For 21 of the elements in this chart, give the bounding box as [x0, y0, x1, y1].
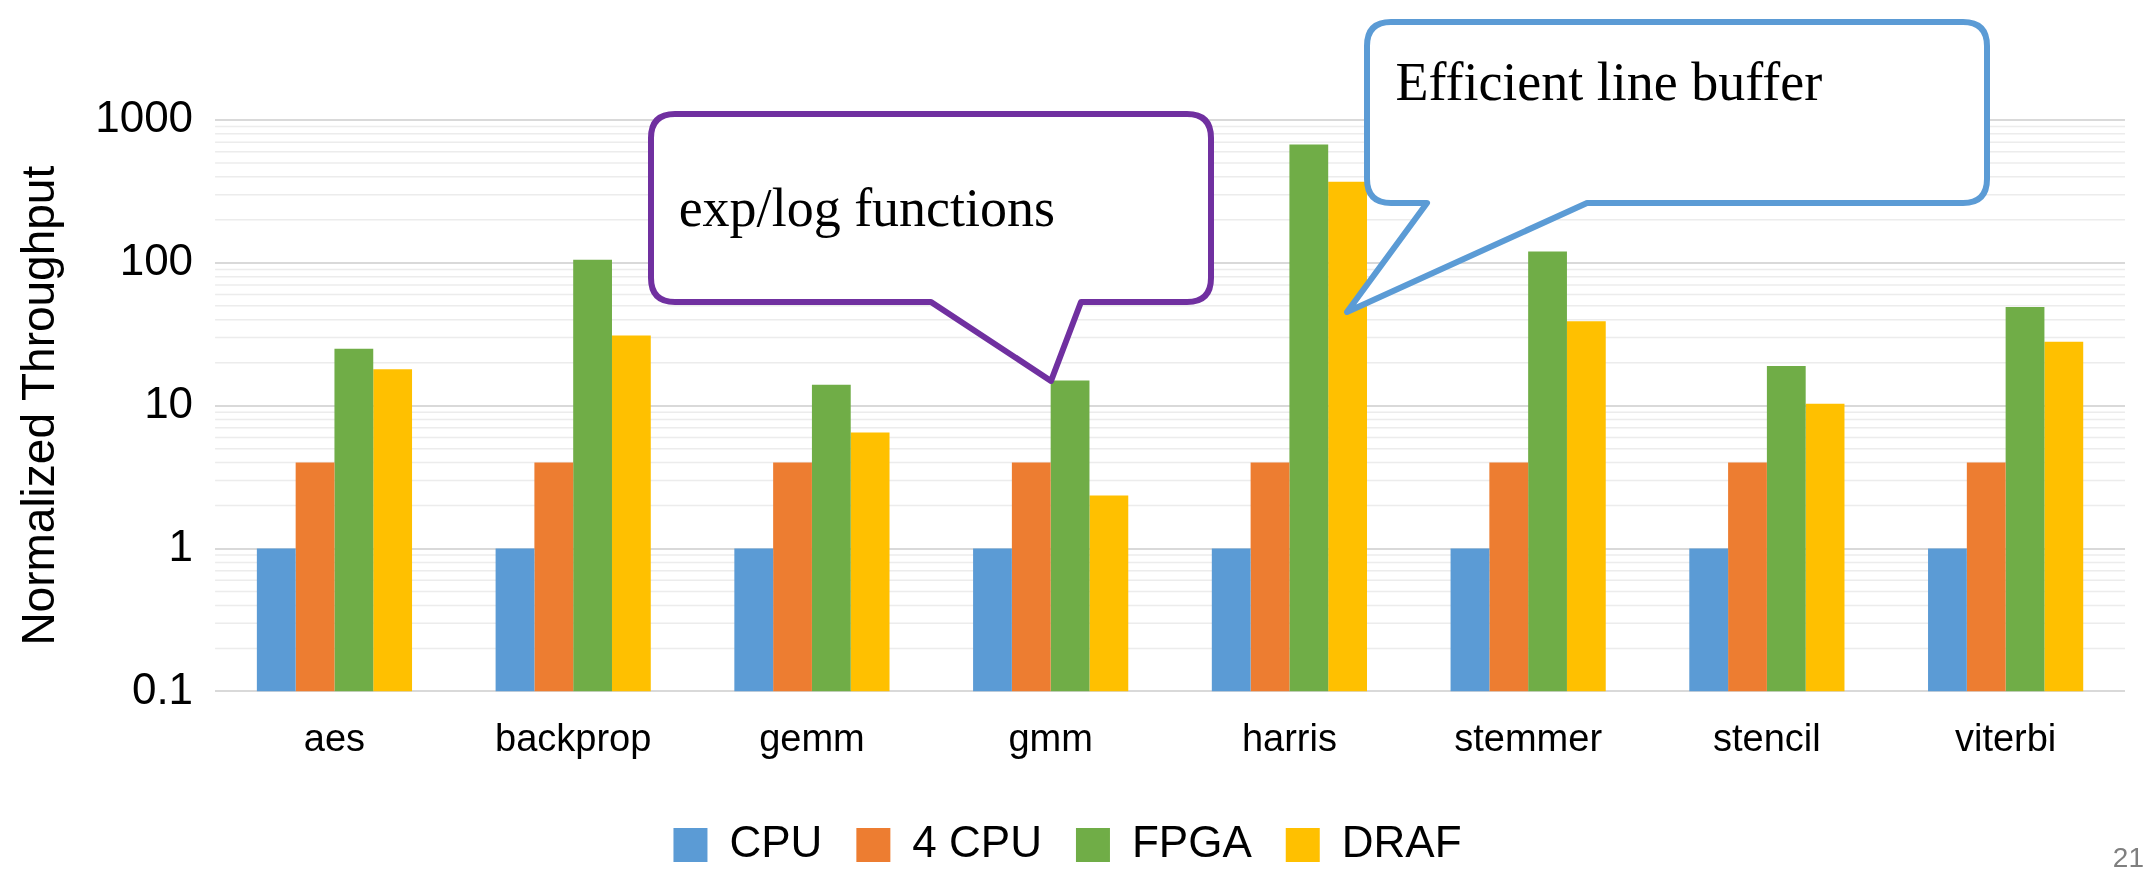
annotation: exp/log functions	[678, 176, 1056, 240]
x-tick-label: stemmer	[1454, 716, 1603, 759]
legend-label: CPU	[729, 817, 823, 867]
x-tick-label: backprop	[495, 716, 652, 759]
x-tick-label: harris	[1241, 716, 1337, 759]
y-tick-label: 1000	[95, 92, 194, 142]
legend-label: FPGA	[1131, 817, 1253, 867]
x-tick-label: stencil	[1713, 716, 1821, 759]
legend-label: 4 CPU	[912, 817, 1042, 867]
x-tick-label: aes	[303, 716, 366, 759]
y-tick-label: 10	[144, 377, 194, 427]
text: 21	[2112, 841, 2144, 873]
x-tick-label: gemm	[759, 716, 865, 759]
y-tick-label: 100	[119, 234, 194, 284]
y-axis-title: Normalized Throughput	[12, 165, 65, 646]
x-tick-label: viterbi	[1954, 716, 2057, 759]
y-tick-label: 1	[168, 520, 194, 570]
legend-label: DRAF	[1341, 817, 1462, 867]
x-tick-label: gmm	[1008, 716, 1093, 759]
y-tick-label: 0.1	[131, 663, 194, 713]
annotation: Efficient line buffer	[1395, 51, 1823, 115]
